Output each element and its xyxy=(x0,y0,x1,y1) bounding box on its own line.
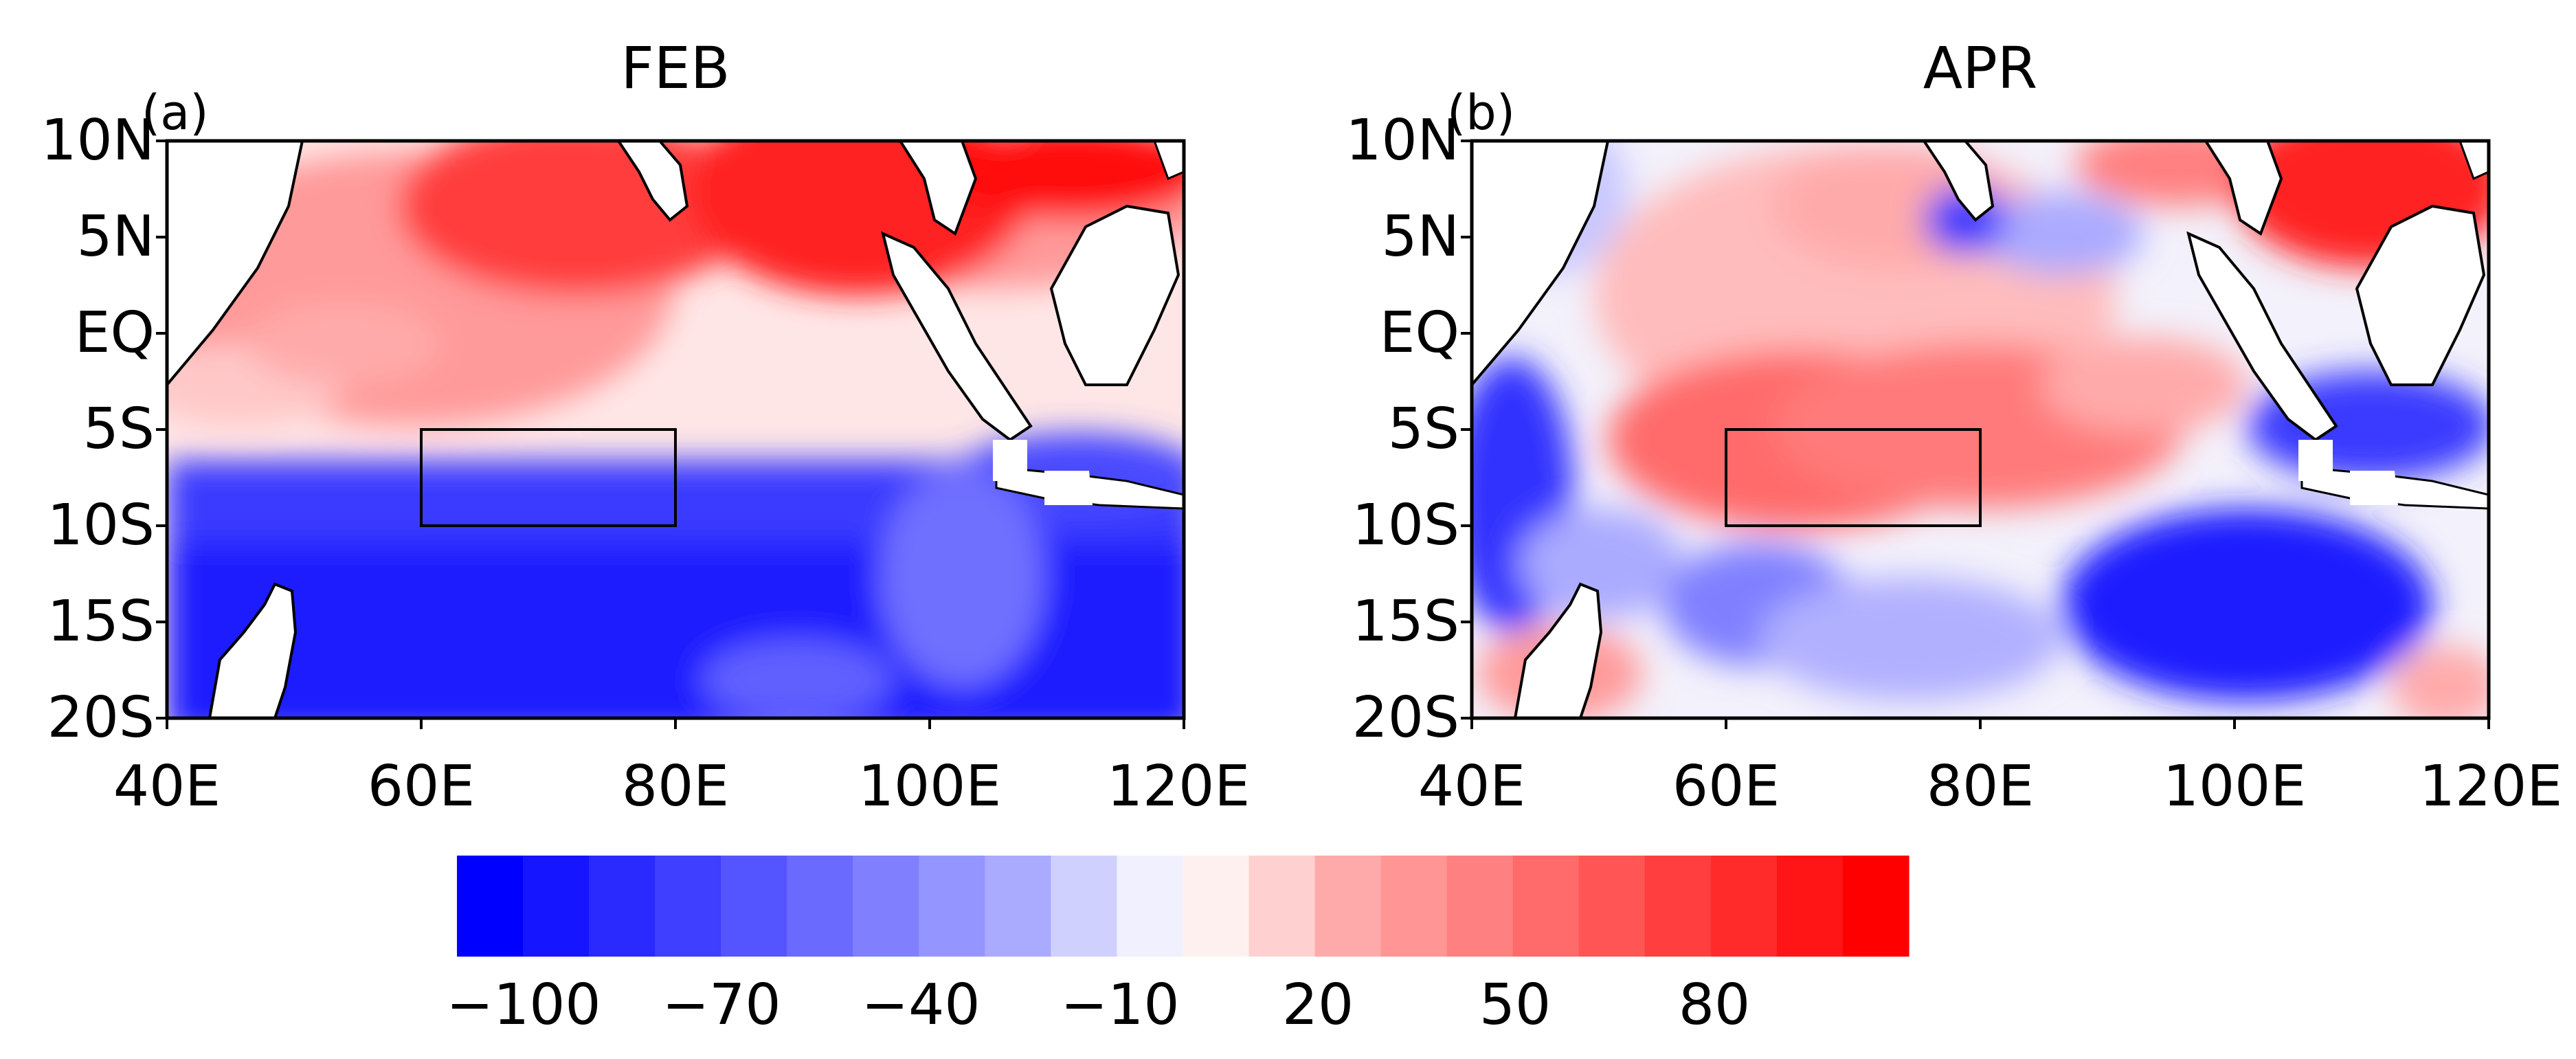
panel-a-ticks xyxy=(156,140,1185,729)
colorbar-cell xyxy=(919,856,985,957)
colorbar-cell xyxy=(1710,856,1778,957)
colorbar-cell xyxy=(1644,856,1712,957)
panel-b-lat-label: 10S xyxy=(1352,493,1459,558)
colorbar-cell xyxy=(1578,856,1646,957)
panel-a-lat-label: 5N xyxy=(76,204,155,269)
panel-a-study-box xyxy=(420,428,677,527)
panel-a-title: FEB xyxy=(620,34,730,102)
colorbar-cell xyxy=(589,856,656,957)
colorbar-cell xyxy=(1314,856,1382,957)
india-b xyxy=(1922,141,1995,222)
panel-a-lon-label: 120E xyxy=(1107,754,1250,819)
malay-b xyxy=(2204,141,2283,236)
java-mask-a xyxy=(1044,471,1093,505)
colorbar-label: −10 xyxy=(1060,972,1179,1038)
colorbar-cell xyxy=(1776,856,1844,957)
java-mask2-b xyxy=(2298,440,2333,481)
panel-a-lon-label: 40E xyxy=(113,754,221,819)
sumatra-a xyxy=(881,231,1033,442)
panel-b-title: APR xyxy=(1923,34,2037,102)
colorbar-cell xyxy=(1117,856,1184,957)
panel-b-lat-label: EQ xyxy=(1380,300,1459,366)
panel-b-lon-label: 100E xyxy=(2163,754,2306,819)
madagascar-a xyxy=(208,582,298,718)
philippines-b xyxy=(2459,141,2489,181)
panel-a: FEB (a) xyxy=(41,34,1250,819)
colorbar-cell xyxy=(1380,856,1448,957)
colorbar-cell xyxy=(787,856,853,957)
africa-coast-a xyxy=(167,141,304,388)
colorbar-label: 80 xyxy=(1679,972,1750,1038)
colorbar-label: 50 xyxy=(1479,972,1551,1038)
borneo-b xyxy=(2355,204,2486,386)
colorbar-cell xyxy=(1842,856,1909,957)
malay-a xyxy=(898,141,978,236)
colorbar-cells xyxy=(457,856,1909,957)
colorbar-label: −100 xyxy=(446,972,601,1038)
sumatra-b xyxy=(2186,231,2338,442)
africa-coast-b xyxy=(1472,141,1610,388)
panel-b-study-box xyxy=(1725,428,1982,527)
india-a xyxy=(616,141,689,222)
panel-a-lat-label: 15S xyxy=(47,589,155,654)
colorbar-cell xyxy=(1051,856,1118,957)
panel-b-lat-label: 15S xyxy=(1352,589,1459,654)
panel-b-lat-label: 5N xyxy=(1381,204,1459,269)
panel-b-label: (b) xyxy=(1447,85,1515,141)
java-mask-b xyxy=(2350,471,2398,505)
panel-a-lon-label: 80E xyxy=(622,754,729,819)
panel-a-lon-label: 100E xyxy=(858,754,1001,819)
panel-a-lat-label: 10N xyxy=(41,108,155,173)
panel-b-lon-label: 40E xyxy=(1418,754,1525,819)
panel-b-field xyxy=(1472,141,2489,718)
colorbar-label: −40 xyxy=(861,972,980,1038)
colorbar-cell xyxy=(655,856,721,957)
borneo-a xyxy=(1049,204,1180,386)
colorbar-cell xyxy=(1512,856,1580,957)
panel-a-lat-label: 10S xyxy=(47,493,155,558)
panel-b-lon-label: 60E xyxy=(1672,754,1780,819)
colorbar: −100 −70 −40 −10 20 50 80 xyxy=(446,856,1909,1038)
colorbar-cell xyxy=(1446,856,1514,957)
colorbar-cell xyxy=(853,856,919,957)
colorbar-cell xyxy=(523,856,590,957)
panel-a-field xyxy=(167,141,1184,718)
panel-a-label: (a) xyxy=(142,85,209,141)
java-mask2-a xyxy=(993,440,1027,481)
colorbar-cell xyxy=(985,856,1052,957)
colorbar-label: 20 xyxy=(1282,972,1354,1038)
panel-b-lat-label: 5S xyxy=(1388,397,1459,462)
panel-b-lon-label: 80E xyxy=(1927,754,2034,819)
madagascar-b xyxy=(1513,582,1603,718)
panel-a-lat-label: EQ xyxy=(75,300,155,366)
panel-a-lon-label: 60E xyxy=(368,754,475,819)
colorbar-cell xyxy=(1183,856,1250,957)
panel-b-lat-label: 10N xyxy=(1345,108,1459,173)
colorbar-cell xyxy=(1248,856,1316,957)
colorbar-cell xyxy=(457,856,524,957)
colorbar-cell xyxy=(721,856,787,957)
panel-a-lat-label: 20S xyxy=(47,685,155,750)
panel-a-lat-label: 5S xyxy=(83,397,155,462)
panel-b-lat-label: 20S xyxy=(1352,685,1459,750)
panel-b-ticks xyxy=(1461,140,2490,729)
panel-b: APR (b) xyxy=(1345,34,2562,819)
colorbar-label: −70 xyxy=(662,972,781,1038)
panel-b-lon-label: 120E xyxy=(2419,754,2562,819)
philippines-a xyxy=(1153,141,1184,181)
